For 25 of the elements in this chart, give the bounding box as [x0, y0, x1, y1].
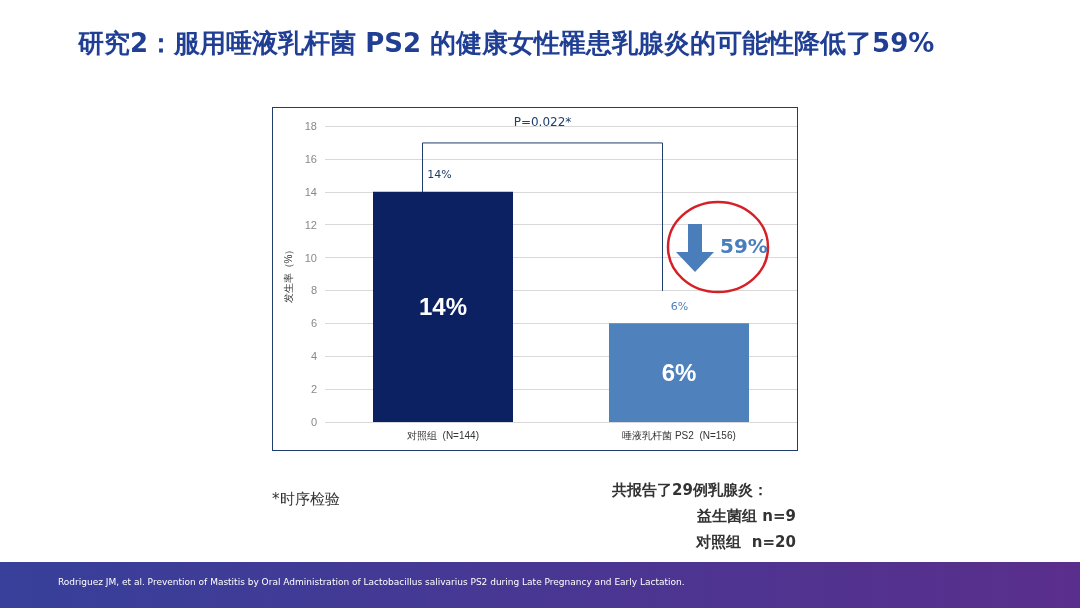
y-tick-label: 16 — [304, 152, 317, 165]
y-tick-label: 6 — [310, 317, 317, 330]
x-tick-label: 对照组 (N=144) — [407, 429, 479, 441]
y-tick-label: 4 — [310, 350, 317, 363]
annotation: 59% — [720, 234, 768, 258]
y-tick-label: 14 — [304, 185, 317, 198]
x-tick-label: 唾液乳杆菌 PS2 (N=156) — [622, 429, 736, 441]
text: 共报告了29例乳腺炎： — [612, 481, 768, 500]
y-tick-label: 10 — [304, 251, 317, 264]
y-tick-label: 18 — [304, 120, 317, 132]
text: 对照组 n=20 — [696, 533, 796, 552]
text: *时序检验 — [272, 490, 340, 509]
y-tick-label: 2 — [310, 383, 317, 396]
y-axis-title: 发生率（%） — [283, 244, 295, 304]
y-tick-label: 12 — [304, 218, 317, 231]
chart-title: 研究2：服用唾液乳杆菌 PS2 的健康女性罹患乳腺炎的可能性降低了59% — [78, 27, 936, 60]
text: 14% — [418, 293, 468, 321]
text: 6% — [670, 299, 689, 313]
data-label: 6% — [661, 359, 697, 387]
data-label: 14% — [427, 168, 452, 182]
annotation: P=0.022* — [513, 114, 572, 129]
text: Rodriguez JM, et al. Prevention of Mastitis by Oral Administration of Lactobacillus salivarius PS2 during Late Pregnancy and Early Lactation. — [58, 577, 685, 587]
y-tick-label: 8 — [310, 284, 317, 297]
y-tick-label: 0 — [310, 416, 317, 428]
text: 益生菌组 n=9 — [697, 507, 796, 526]
